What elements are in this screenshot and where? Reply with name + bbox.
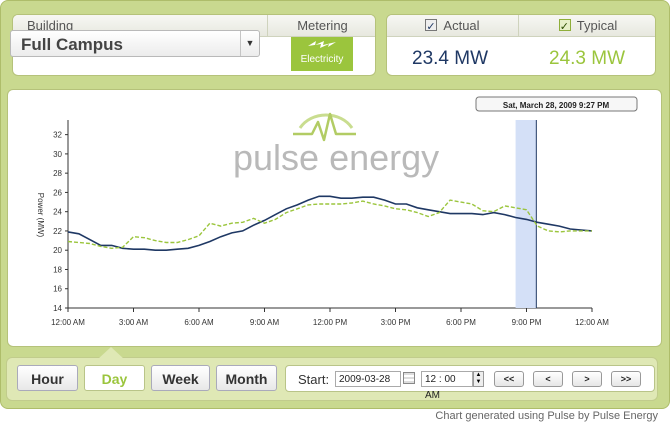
footer-credit: Chart generated using Pulse by Pulse Ene… [435,410,658,422]
prev-button[interactable]: < [533,371,563,387]
kpi-panel: Actual Typical [386,14,656,76]
first-button[interactable]: << [494,371,524,387]
day-button[interactable]: Day [84,365,145,391]
y-tick-label: 24 [53,208,62,217]
x-tick-label: 6:00 PM [446,318,476,327]
chevron-down-icon[interactable]: ▼ [240,31,259,56]
calendar-icon[interactable] [403,372,415,384]
x-tick-label: 12:00 PM [313,318,348,327]
x-tick-label: 3:00 PM [381,318,411,327]
y-tick-label: 20 [53,246,62,255]
actual-label: Actual [443,18,480,33]
electricity-button[interactable]: Electricity [291,37,353,71]
electricity-label: Electricity [300,54,344,65]
x-tick-label: 12:00 AM [51,318,85,327]
actual-value: 23.4 MW [412,48,489,69]
x-tick-label: 9:00 PM [512,318,542,327]
building-value: Full Campus [21,35,124,54]
y-tick-label: 26 [53,188,62,197]
highlight-band [515,120,537,308]
typical-checkbox[interactable] [558,16,571,38]
y-tick-label: 14 [53,304,62,313]
y-tick-label: 30 [53,150,62,159]
y-tick-label: 16 [53,285,62,294]
y-tick-label: 28 [53,169,62,178]
month-button[interactable]: Month [216,365,277,391]
x-tick-label: 3:00 AM [119,318,149,327]
pulse-energy-logo: pulse energy [233,112,439,178]
time-tooltip-box [475,96,638,112]
logo-text: pulse energy [233,137,439,178]
selected-pointer-icon [98,347,124,359]
start-label: Start: [298,372,330,387]
actual-checkbox[interactable] [425,16,438,38]
last-button[interactable]: >> [611,371,641,387]
typical-label: Typical [576,18,618,33]
y-axis-label: Power (MW) [36,193,45,238]
lightning-icon [308,41,336,48]
metering-header: Metering [268,15,375,37]
x-tick-label: 6:00 AM [184,318,214,327]
start-time-input[interactable]: 12 : 00 AM [421,371,473,401]
typical-value: 24.3 MW [549,48,626,69]
time-spinner[interactable]: ▲ ▼ [473,371,484,387]
building-dropdown[interactable]: Full Campus ▼ [10,30,260,57]
series-line-actual [67,195,593,251]
actual-header: Actual [387,15,519,38]
hour-button[interactable]: Hour [17,365,78,391]
time-tooltip: Sat, March 28, 2009 9:27 PM [503,101,610,110]
x-tick-label: 9:00 AM [250,318,280,327]
x-tick-label: 12:00 AM [575,318,609,327]
y-tick-label: 32 [53,131,62,140]
series-line-typical [67,199,592,250]
week-button[interactable]: Week [151,365,210,391]
y-tick-label: 22 [53,227,62,236]
typical-header: Typical [519,15,655,38]
next-button[interactable]: > [572,371,602,387]
y-tick-label: 18 [53,265,62,274]
start-date-input[interactable]: 2009-03-28 [335,371,401,387]
